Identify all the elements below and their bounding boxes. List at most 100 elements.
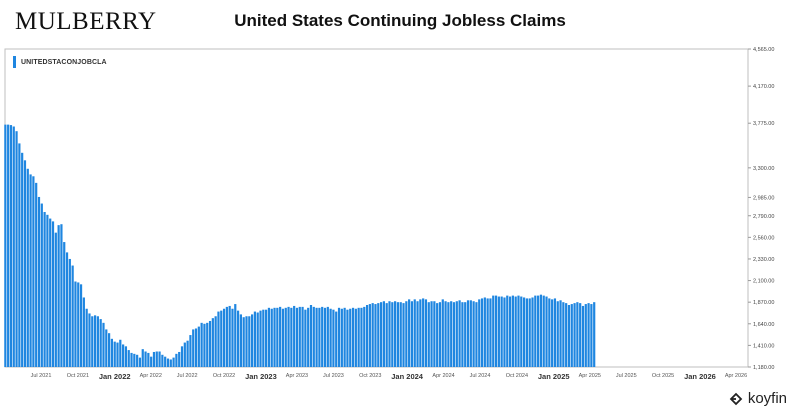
- x-tick-label: Apr 2022: [140, 373, 162, 379]
- bar: [35, 182, 38, 367]
- bar: [273, 307, 276, 367]
- bar: [335, 311, 338, 367]
- bar: [208, 320, 212, 367]
- y-tick-label: 2,330.00: [753, 257, 774, 263]
- bar: [253, 311, 257, 367]
- bar: [88, 313, 91, 367]
- bar: [119, 339, 122, 367]
- y-tick-label: 2,560.00: [753, 235, 774, 241]
- bar: [567, 305, 571, 367]
- bar: [388, 301, 391, 367]
- bar: [197, 326, 200, 367]
- bar: [108, 333, 111, 367]
- bar: [220, 310, 223, 367]
- x-tick-label: Oct 2023: [359, 373, 381, 379]
- bar: [360, 307, 363, 367]
- bar: [539, 294, 543, 367]
- bar: [551, 299, 554, 367]
- bar: [228, 305, 231, 367]
- bar: [537, 295, 540, 367]
- bar: [234, 304, 237, 367]
- bar: [340, 308, 343, 367]
- bar: [133, 353, 136, 367]
- bar: [46, 214, 49, 367]
- bar: [239, 314, 242, 367]
- x-tick-label: Jan 2022: [99, 372, 131, 381]
- bar: [349, 308, 352, 367]
- bar: [371, 303, 374, 367]
- bar: [570, 304, 573, 367]
- bar: [172, 357, 175, 367]
- bar: [461, 302, 464, 367]
- y-tick-label: 4,170.00: [753, 84, 774, 90]
- bar: [402, 303, 405, 367]
- y-tick-label: 2,790.00: [753, 214, 774, 220]
- bar: [351, 307, 355, 367]
- bar: [279, 306, 282, 367]
- legend[interactable]: UNITEDSTACONJOBCLA: [13, 56, 107, 68]
- bar: [436, 303, 439, 367]
- bar: [332, 309, 335, 367]
- bar: [91, 316, 94, 367]
- bar: [382, 301, 385, 367]
- x-tick-label: Jul 2021: [31, 373, 52, 379]
- bar: [60, 224, 63, 367]
- bar: [138, 357, 142, 367]
- koyfin-icon: [729, 392, 743, 405]
- bar: [565, 303, 568, 367]
- bar: [23, 160, 27, 367]
- y-axis: 1,180.00 1,410.00 1,640.00 1,870.00 2,100.00…: [748, 47, 774, 371]
- bar: [433, 301, 436, 367]
- bar: [211, 318, 214, 367]
- bar: [270, 308, 273, 367]
- bar: [102, 322, 105, 367]
- koyfin-logo: koyfin: [728, 390, 787, 407]
- bar: [7, 124, 10, 368]
- bar: [281, 308, 285, 367]
- bar: [267, 307, 271, 367]
- bar: [203, 323, 206, 367]
- bar: [152, 351, 156, 367]
- bar: [408, 299, 411, 367]
- bar: [559, 300, 562, 367]
- bar: [295, 307, 299, 367]
- bar: [365, 305, 369, 367]
- bar: [385, 303, 388, 367]
- bar: [169, 359, 172, 367]
- y-tick-label: 2,985.00: [753, 195, 774, 201]
- bar: [259, 310, 262, 367]
- bar: [478, 299, 481, 367]
- bar: [85, 308, 88, 367]
- bar: [424, 299, 428, 367]
- x-tick-label: Jul 2024: [470, 373, 491, 379]
- bar: [15, 131, 18, 367]
- y-tick-label: 1,410.00: [753, 343, 774, 349]
- bar: [150, 356, 153, 367]
- bar: [236, 310, 240, 367]
- bar: [276, 307, 279, 367]
- bar: [206, 322, 209, 367]
- bar: [500, 296, 503, 367]
- bar: [51, 221, 55, 367]
- bar: [450, 301, 453, 367]
- bar: [531, 297, 534, 367]
- bar: [523, 297, 526, 367]
- bar: [441, 299, 444, 367]
- x-tick-label: Jan 2023: [245, 372, 277, 381]
- bar: [514, 296, 517, 367]
- bar: [40, 203, 43, 367]
- bar: [520, 296, 523, 367]
- bar: [368, 304, 371, 367]
- bar: [326, 306, 329, 367]
- bar: [293, 305, 296, 367]
- bar: [472, 301, 475, 367]
- bar: [214, 316, 217, 367]
- x-tick-label: Apr 2024: [432, 373, 454, 379]
- bar: [105, 329, 108, 367]
- bar: [130, 352, 133, 367]
- bar: [363, 306, 366, 367]
- bar: [416, 301, 419, 367]
- bar: [497, 296, 500, 367]
- bar: [458, 300, 461, 367]
